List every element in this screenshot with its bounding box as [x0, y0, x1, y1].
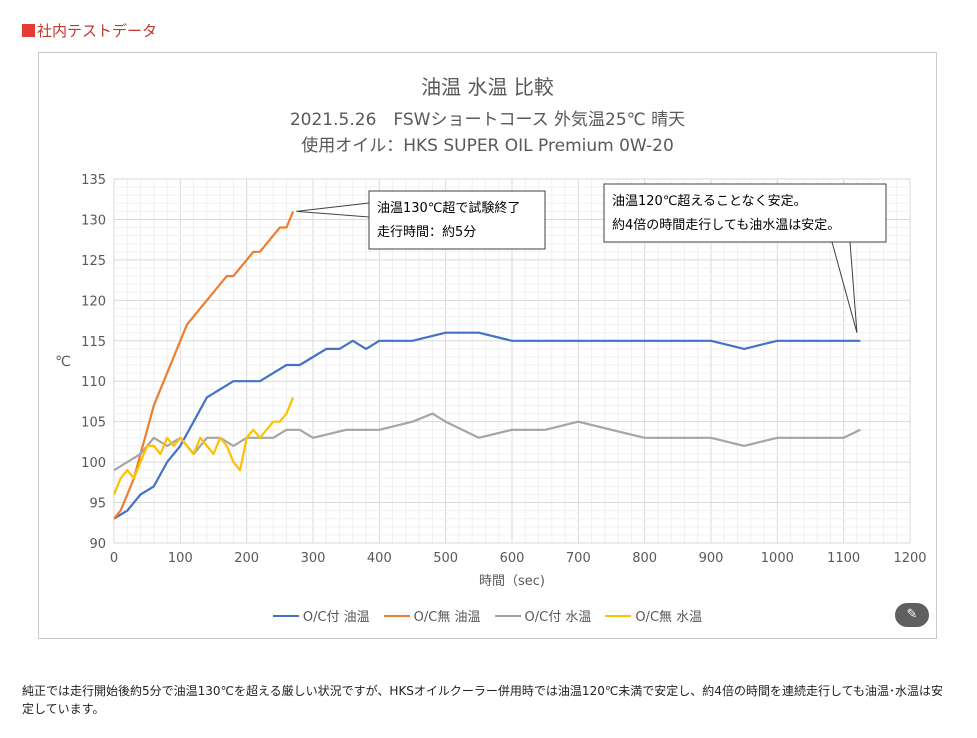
legend-item: O/C付 水温	[494, 606, 592, 625]
legend-swatch	[383, 614, 410, 617]
x-tick-label: 400	[367, 551, 392, 566]
x-tick-label: 1200	[893, 551, 926, 566]
x-axis-label: 時間（sec)	[479, 574, 545, 589]
annotation-box	[368, 190, 546, 250]
x-tick-label: 700	[566, 551, 591, 566]
edit-chart-button[interactable]: ✎	[895, 603, 929, 627]
x-tick-label: 0	[110, 551, 118, 566]
legend-label: O/C付 水温	[524, 610, 592, 625]
legend-label: O/C無 水温	[635, 610, 703, 625]
section-heading-text: 社内テストデータ	[37, 22, 158, 40]
y-tick-label: 120	[81, 294, 106, 309]
footnote: 純正では走行開始後約5分で油温130℃を超える厳しい状況ですが、HKSオイルクー…	[22, 684, 943, 716]
annotation-pointer	[296, 202, 370, 218]
plot-area: 0 100 200 300 400 500 600 700 800 900 1000 1100 1200…	[55, 173, 926, 589]
x-tick-label: 900	[699, 551, 724, 566]
y-tick-label: 125	[81, 254, 106, 269]
x-tick-label: 1000	[761, 551, 794, 566]
y-tick-label: 130	[81, 213, 106, 228]
legend-label: O/C付 油温	[302, 610, 370, 625]
section-heading: 社内テストデータ	[22, 20, 157, 41]
chart-legend: O/C付 油温 O/C無 油温 O/C付 水温 O/C無 水温	[39, 606, 936, 625]
annotation-text: 約4倍の時間走行しても油水温は安定。	[612, 218, 840, 233]
y-tick-label: 100	[81, 456, 106, 471]
chart-subtitle-oil: 使用オイル：HKS SUPER OIL Premium 0W-20	[301, 136, 674, 156]
y-axis-label: ℃	[55, 354, 71, 370]
y-tick-label: 105	[81, 416, 106, 431]
x-tick-label: 600	[500, 551, 525, 566]
legend-swatch	[494, 614, 521, 617]
chart-frame: 油温 水温 比較 2021.5.26 FSWショートコース 外気温25℃ 晴天 …	[38, 52, 937, 639]
x-tick-label: 100	[168, 551, 193, 566]
y-tick-label: 95	[89, 497, 106, 512]
red-square-icon	[22, 24, 35, 37]
y-tick-label: 135	[81, 173, 106, 188]
annotation-pointer	[831, 241, 858, 333]
pencil-icon: ✎	[906, 607, 918, 622]
x-tick-label: 500	[433, 551, 458, 566]
legend-item: O/C無 水温	[605, 606, 702, 625]
x-tick-label: 1100	[827, 551, 860, 566]
chart-title: 油温 水温 比較	[421, 75, 554, 99]
series-line-4	[112, 396, 295, 495]
series-line-1	[113, 331, 861, 520]
legend-swatch	[272, 614, 299, 617]
annotation-text: 走行時間：約5分	[377, 225, 476, 240]
legend-item: O/C無 油温	[383, 606, 481, 625]
y-tick-label: 115	[81, 335, 106, 350]
y-tick-label: 110	[81, 375, 106, 390]
annotation-text: 油温120℃超えることなく安定。	[612, 194, 807, 209]
legend-swatch	[605, 614, 632, 617]
x-tick-label: 300	[301, 551, 326, 566]
legend-item: O/C付 油温	[272, 606, 370, 625]
chart-subtitle-date: 2021.5.26 FSWショートコース 外気温25℃ 晴天	[289, 110, 686, 130]
annotation-text: 油温130℃超で試験終了	[377, 200, 520, 216]
legend-label: O/C無 油温	[413, 610, 481, 625]
x-tick-label: 200	[234, 551, 259, 566]
series-line-2	[113, 210, 295, 520]
y-tick-label: 90	[89, 537, 106, 552]
x-tick-label: 800	[632, 551, 657, 566]
annotation-box	[603, 183, 887, 243]
